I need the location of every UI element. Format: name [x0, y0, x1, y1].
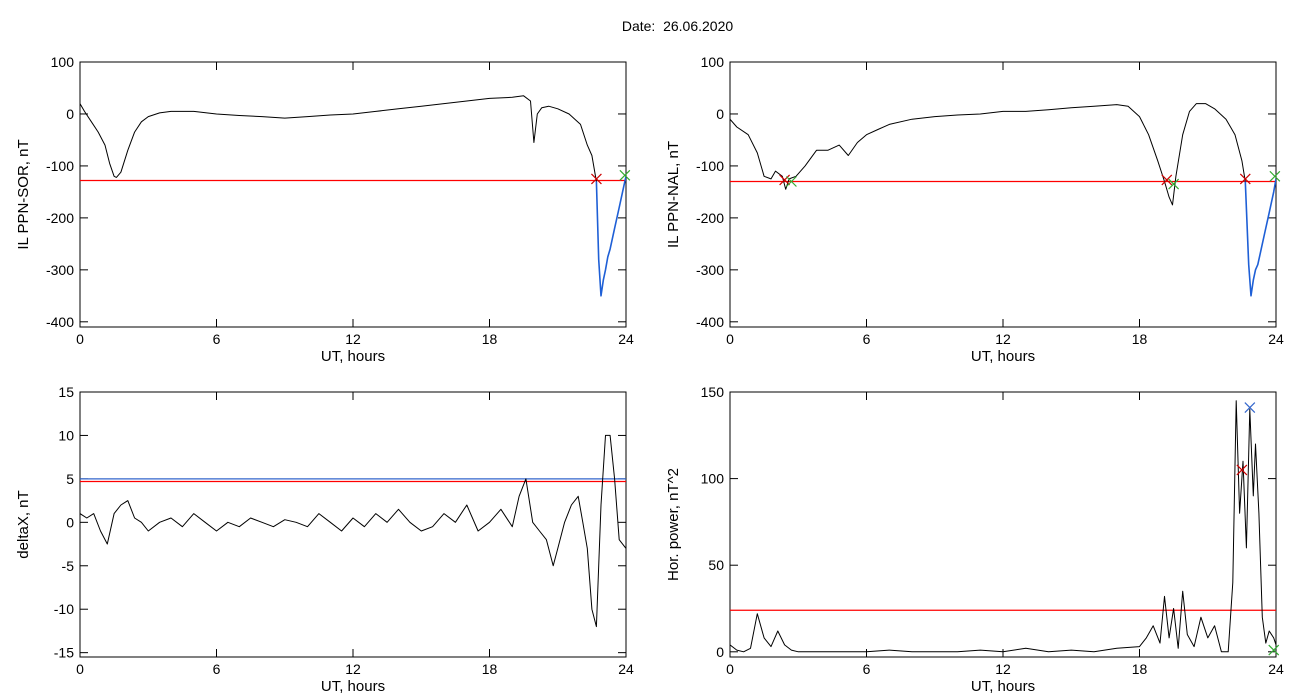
- panel-p2: 0 6 12 18 24 100 0 -100 -200 -300 -400 UT, hours IL …: [665, 54, 1284, 365]
- panel-p3: 0 6 12 18 24 15 10 5 0 -5 -10 -15 UT, hours deltaX, n…: [15, 384, 634, 695]
- x-tick-label: 12: [995, 661, 1011, 677]
- x-tick-label: 12: [995, 331, 1011, 347]
- x-tick-label: 12: [345, 331, 361, 347]
- y-tick-label: -300: [46, 262, 74, 278]
- y-tick-label: 100: [701, 471, 725, 487]
- plot-frame: [79, 391, 627, 658]
- plot-frame: [729, 391, 1277, 658]
- x-axis-label: UT, hours: [971, 348, 1035, 365]
- x-tick-label: 6: [863, 331, 871, 347]
- x-tick-label: 12: [345, 661, 361, 677]
- series-line-black: [730, 103, 1246, 206]
- y-axis-label: deltaX, nT: [15, 490, 32, 558]
- y-tick-label: -300: [696, 262, 724, 278]
- x-tick-label: 0: [726, 331, 734, 347]
- x-tick-label: 18: [1132, 331, 1148, 347]
- x-axis-label: UT, hours: [321, 348, 385, 365]
- plot-area: [80, 95, 626, 297]
- series-line-black: [80, 95, 597, 182]
- event-marker-blue: [1244, 402, 1256, 414]
- x-tick-label: 24: [1268, 661, 1284, 677]
- x-tick-label: 24: [618, 661, 634, 677]
- y-tick-label: 100: [51, 54, 75, 70]
- y-tick-label: 0: [716, 106, 724, 122]
- plot-area: [730, 103, 1276, 297]
- y-tick-label: -400: [46, 314, 74, 330]
- series-line-blue: [595, 176, 626, 297]
- panel-p4: 0 6 12 18 24 150 100 50 0 UT, hours Hor. power, nT…: [665, 384, 1284, 695]
- x-tick-label: 24: [1268, 331, 1284, 347]
- y-axis-label: IL PPN-SOR, nT: [15, 139, 32, 249]
- y-tick-label: 50: [708, 557, 724, 573]
- figure-date: Date: 26.06.2020: [0, 18, 1300, 34]
- x-tick-label: 24: [618, 331, 634, 347]
- y-tick-label: 0: [716, 644, 724, 660]
- y-tick-label: 0: [66, 106, 74, 122]
- y-tick-label: -100: [696, 158, 724, 174]
- x-tick-label: 18: [1132, 661, 1148, 677]
- y-axis-label: IL PPN-NAL, nT: [665, 141, 682, 248]
- event-marker-green: [1268, 644, 1280, 656]
- x-tick-label: 0: [76, 331, 84, 347]
- x-tick-label: 18: [482, 661, 498, 677]
- event-marker-green: [1168, 178, 1180, 190]
- panel-p1: 0 6 12 18 24 100 0 -100 -200 -300 -400 UT, hours IL …: [15, 54, 634, 365]
- series-line-black: [80, 434, 626, 628]
- x-axis-label: UT, hours: [321, 678, 385, 695]
- series-line-black: [730, 400, 1276, 653]
- event-marker-green: [619, 169, 631, 181]
- x-tick-label: 6: [213, 661, 221, 677]
- event-marker-red: [1239, 173, 1251, 185]
- plot-frame: [79, 61, 627, 328]
- series-line-blue: [1244, 178, 1276, 297]
- y-tick-label: -100: [46, 158, 74, 174]
- x-tick-label: 6: [213, 331, 221, 347]
- y-tick-label: 150: [701, 384, 725, 400]
- event-marker-red: [591, 173, 602, 185]
- x-axis-label: UT, hours: [971, 678, 1035, 695]
- y-tick-label: 100: [701, 54, 725, 70]
- date-value: 26.06.2020: [663, 18, 734, 34]
- y-tick-label: -400: [696, 314, 724, 330]
- x-tick-label: 6: [863, 661, 871, 677]
- plot-frame: [729, 61, 1277, 328]
- event-marker-green: [786, 176, 797, 187]
- y-tick-label: 15: [58, 384, 74, 400]
- y-tick-label: -200: [696, 210, 724, 226]
- y-tick-label: -15: [54, 645, 74, 661]
- x-tick-label: 0: [726, 661, 734, 677]
- x-tick-label: 0: [76, 661, 84, 677]
- event-marker-red: [1236, 464, 1248, 476]
- y-tick-label: 10: [58, 427, 74, 443]
- y-tick-label: -10: [54, 601, 74, 617]
- y-tick-label: -5: [62, 558, 75, 574]
- event-marker-red: [779, 174, 791, 186]
- event-marker-red: [1161, 174, 1173, 186]
- y-tick-label: 0: [66, 514, 74, 530]
- y-tick-label: -200: [46, 210, 74, 226]
- y-axis-label: Hor. power, nT^2: [665, 468, 682, 581]
- event-marker-green: [1269, 170, 1281, 182]
- plot-area: [730, 400, 1276, 653]
- x-tick-label: 18: [482, 331, 498, 347]
- date-prefix: Date:: [621, 18, 656, 34]
- plot-area: [80, 434, 626, 628]
- y-tick-label: 5: [66, 471, 74, 487]
